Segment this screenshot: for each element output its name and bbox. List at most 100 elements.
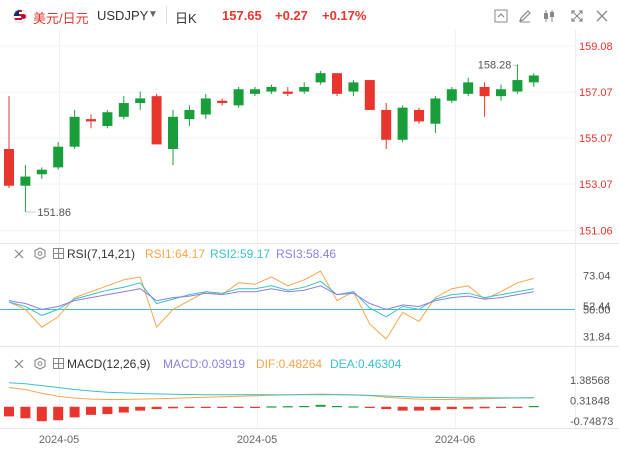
macd-histogram-bar — [184, 406, 195, 408]
rsi-line-1 — [8, 270, 534, 340]
dea-value: DEA:0.46304 — [330, 357, 402, 371]
candle-body — [348, 82, 359, 92]
candle — [20, 165, 31, 212]
macd-value: MACD:0.03919 — [163, 357, 245, 371]
candle-body — [200, 98, 211, 115]
rsi3-value: RSI3:58.46 — [276, 247, 336, 261]
rsi-header: RSI(7,14,21) RSI1:64.17 RSI2:59.17 RSI3:… — [14, 247, 336, 261]
rsi-axis-tick: 31.84 — [583, 331, 611, 343]
candle-body — [381, 109, 392, 140]
macd-label: MACD(12,26,9) — [67, 357, 150, 371]
price-axis-tick: 153.07 — [579, 179, 613, 191]
candle-body — [151, 96, 162, 145]
macd-histogram-bar — [200, 406, 211, 408]
candle — [446, 86, 457, 104]
candle — [118, 96, 129, 120]
gear-icon[interactable] — [34, 247, 46, 260]
candle — [200, 93, 211, 120]
candle — [69, 109, 80, 149]
max-price-label: 158.28 — [478, 59, 512, 71]
candle-body — [496, 89, 506, 97]
candle — [397, 105, 408, 143]
candle-body — [315, 73, 326, 83]
candle — [184, 105, 195, 127]
symbol-selector[interactable]: USDJPY — [97, 8, 149, 23]
price-axis-tick: 157.07 — [579, 87, 613, 99]
macd-histogram-bar — [102, 406, 113, 415]
candle — [36, 167, 47, 179]
candle — [381, 103, 392, 149]
candle — [299, 82, 310, 94]
candle-body — [102, 112, 113, 127]
time-axis-label: 2024-06 — [435, 434, 475, 446]
close-icon[interactable] — [594, 8, 610, 24]
rsi-line-2 — [8, 280, 534, 318]
macd-histogram-bar — [36, 406, 47, 422]
macd-histogram-bar — [315, 404, 326, 407]
candle-body — [430, 98, 441, 124]
macd-histogram-bar — [430, 406, 441, 411]
candle — [53, 142, 64, 170]
macd-histogram-bar — [348, 406, 359, 408]
toggle-drawing-icon[interactable] — [493, 8, 509, 24]
candle — [102, 109, 113, 129]
candle-body — [479, 86, 490, 97]
pair-name: 美元/日元 — [33, 11, 89, 26]
candle-body — [512, 80, 523, 92]
candle — [282, 86, 293, 97]
period-selector[interactable]: 日K — [175, 11, 197, 26]
rsi-axis-tick: 50.00 — [583, 304, 611, 316]
candle-body — [299, 86, 310, 92]
candle-body — [36, 169, 47, 175]
candle — [430, 96, 441, 133]
candle-body — [118, 103, 129, 117]
macd-histogram-bar — [86, 406, 96, 415]
close-icon[interactable] — [14, 359, 24, 369]
candle-body — [364, 80, 375, 110]
candle-style-icon[interactable] — [541, 8, 557, 24]
macd-histogram-bar — [496, 406, 506, 408]
candle — [332, 73, 342, 97]
macd-histogram-bar — [282, 406, 293, 408]
edit-icon[interactable] — [517, 8, 533, 24]
macd-axis-tick: 0.31848 — [570, 396, 610, 408]
close-icon[interactable] — [14, 249, 24, 259]
candle-body — [4, 148, 14, 186]
chart-type-icon[interactable] — [53, 248, 64, 259]
rsi-line-3 — [8, 285, 534, 310]
candle — [528, 73, 539, 87]
macd-histogram-bar — [118, 406, 129, 413]
candle-body — [217, 100, 228, 104]
macd-histogram-bar — [446, 406, 457, 410]
macd-histogram-bar — [20, 406, 31, 419]
candle-body — [20, 176, 31, 186]
candle-body — [168, 116, 178, 149]
candle — [266, 84, 277, 94]
candle-body — [86, 119, 96, 122]
macd-histogram-bar — [266, 406, 277, 408]
gear-icon[interactable] — [34, 357, 46, 370]
macd-histogram-bar — [381, 406, 392, 410]
rsi-axis-tick: 52.44 — [583, 301, 611, 313]
candle-body — [266, 86, 277, 92]
price-chart[interactable]: 159.08 157.07 155.07 153.07 151.06 158.28 151… — [0, 30, 619, 451]
chart-header: 美元/日元 USDJPY ▼ 日K 157.65 +0.27 +0.17% — [0, 0, 619, 30]
candle — [512, 64, 523, 94]
macd-histogram-bar — [479, 406, 490, 409]
macd-header: MACD(12,26,9) MACD:0.03919 DIF:0.48264 D… — [14, 357, 402, 371]
candle-body — [184, 109, 195, 120]
candle — [315, 70, 326, 85]
fullscreen-icon[interactable] — [569, 8, 585, 24]
caret-down-icon[interactable]: ▼ — [148, 9, 158, 20]
candle-body — [397, 107, 408, 140]
rsi2-value: RSI2:59.17 — [210, 247, 270, 261]
candle — [135, 91, 146, 110]
candle — [496, 84, 506, 101]
candle — [168, 109, 178, 166]
macd-histogram-bar — [53, 406, 64, 421]
candle — [86, 114, 96, 129]
chart-type-icon[interactable] — [53, 358, 64, 369]
macd-axis-tick: 1.38568 — [570, 375, 610, 387]
candle — [217, 98, 228, 106]
time-axis-label: 2024-05 — [39, 434, 79, 446]
